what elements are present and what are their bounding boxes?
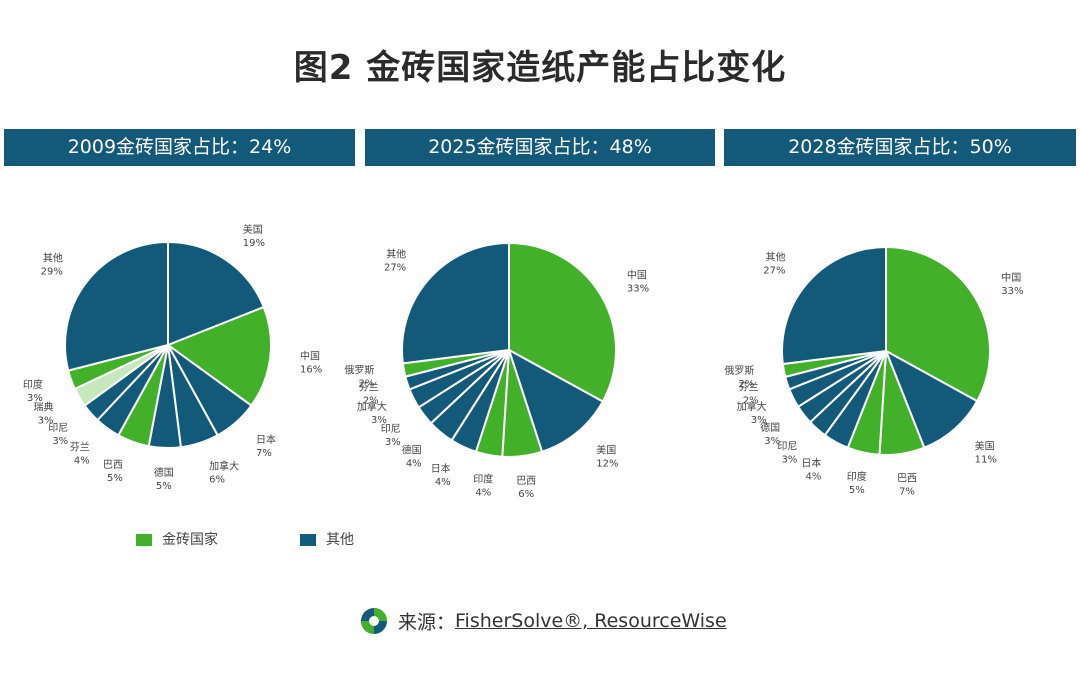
- pie-0-label-name-6: 芬兰: [70, 441, 90, 454]
- pie-0-label-name-7: 印尼: [48, 422, 68, 434]
- pie-2-label-value-10: 27%: [763, 265, 785, 276]
- pie-1-label-name-2: 巴西: [516, 475, 536, 487]
- legend-item-others: 其他: [300, 529, 354, 549]
- pie-2-label-value-7: 3%: [751, 415, 767, 426]
- pie-1-slice-0: [508, 241, 617, 403]
- pie-1-label-name-5: 德国: [402, 444, 422, 457]
- pie-0-label-value-4: 5%: [156, 481, 172, 492]
- pie-0-label-value-0: 19%: [243, 238, 265, 249]
- pie-2-slice-1: [884, 348, 979, 449]
- legend-swatch-others: [300, 534, 316, 546]
- pie-0-label-value-10: 29%: [41, 267, 63, 278]
- pie-0-label-name-9: 印度: [23, 378, 43, 391]
- pie-header-2028: 2028金砖国家占比：50%: [724, 129, 1076, 166]
- pie-1-label-name-1: 美国: [596, 444, 616, 457]
- pie-2-label-value-4: 4%: [806, 471, 822, 482]
- pie-0-label-name-0: 美国: [243, 223, 263, 236]
- pie-0-slice-10: [64, 240, 169, 372]
- pie-0-label-value-1: 16%: [300, 365, 322, 376]
- pie-2-label-name-4: 日本: [801, 456, 821, 469]
- pie-1-label-value-1: 12%: [596, 459, 618, 470]
- legend-swatch-brics: [136, 534, 152, 546]
- pie-1-label-name-8: 芬兰: [359, 380, 379, 393]
- pie-2-label-name-10: 其他: [766, 250, 786, 263]
- legend-label-others: 其他: [326, 532, 354, 548]
- pie-0-label-name-3: 加拿大: [209, 460, 239, 473]
- pie-1-slice-10: [401, 241, 510, 365]
- pie-1-label-name-0: 中国: [627, 268, 647, 281]
- pie-1-label-name-4: 日本: [431, 462, 451, 475]
- pie-0-label-name-5: 巴西: [103, 459, 123, 471]
- pie-2-label-value-5: 3%: [782, 455, 798, 466]
- pie-2-label-name-7: 加拿大: [737, 400, 767, 413]
- pie-1-label-name-3: 印度: [473, 473, 493, 486]
- pie-0-label-name-4: 德国: [154, 466, 174, 479]
- pie-1-label-value-8: 2%: [363, 395, 379, 406]
- pie-0-label-name-10: 其他: [43, 252, 63, 265]
- pie-1-label-name-7: 加拿大: [357, 400, 387, 413]
- pie-0-label-name-1: 中国: [300, 350, 320, 363]
- pie-2-label-name-2: 巴西: [897, 472, 917, 484]
- pie-1-label-value-4: 4%: [435, 477, 451, 488]
- pie-1-label-value-3: 4%: [475, 488, 491, 499]
- pie-0-label-value-3: 6%: [209, 475, 225, 486]
- pie-0-label-value-8: 3%: [38, 416, 54, 427]
- resourcewise-logo-icon: [361, 608, 387, 634]
- pie-0-label-value-2: 7%: [256, 448, 272, 459]
- pie-1-label-value-6: 3%: [385, 437, 401, 448]
- pie-2-label-name-5: 印尼: [777, 441, 797, 453]
- source-link[interactable]: FisherSolve®, ResourceWise: [455, 610, 727, 632]
- pie-1-label-value-9: 2%: [359, 379, 375, 390]
- pie-2-label-name-0: 中国: [1001, 271, 1021, 284]
- pie-1-label-value-2: 6%: [518, 489, 534, 500]
- pie-1-label-name-9: 俄罗斯: [344, 364, 374, 377]
- pie-2-label-name-1: 美国: [975, 440, 995, 453]
- pie-2-label-value-2: 7%: [899, 486, 915, 497]
- source-line: 来源：FisherSolve®, ResourceWise: [360, 607, 727, 635]
- pie-0-label-value-9: 3%: [27, 393, 43, 404]
- pie-2-label-value-3: 5%: [849, 485, 865, 496]
- pie-2-label-value-8: 2%: [743, 395, 759, 406]
- pie-2-slice-10: [781, 245, 887, 366]
- pie-1-label-value-7: 3%: [371, 415, 387, 426]
- pie-2-label-value-9: 2%: [739, 379, 755, 390]
- pie-0-label-value-7: 3%: [52, 436, 68, 447]
- pie-header-2025: 2025金砖国家占比：48%: [365, 129, 715, 166]
- pie-1-label-value-0: 33%: [627, 283, 649, 294]
- legend-label-brics: 金砖国家: [162, 532, 218, 548]
- pie-2-slice-0: [885, 245, 991, 403]
- pie-0-label-name-2: 日本: [256, 433, 276, 446]
- legend-item-brics: 金砖国家: [136, 529, 218, 549]
- pie-0-slice-1: [165, 305, 272, 407]
- pie-1-label-name-6: 印尼: [381, 423, 401, 435]
- pie-1-label-name-10: 其他: [386, 247, 406, 260]
- pie-2-label-name-8: 芬兰: [739, 380, 759, 393]
- pie-0-label-name-8: 瑞典: [34, 401, 54, 414]
- pie-2-label-name-9: 俄罗斯: [724, 364, 754, 377]
- source-prefix: 来源：: [398, 611, 456, 634]
- pie-header-2009: 2009金砖国家占比：24%: [4, 129, 355, 166]
- pie-0-label-value-5: 5%: [107, 473, 123, 484]
- pie-2-label-value-6: 3%: [764, 436, 780, 447]
- pie-1-label-value-5: 4%: [406, 459, 422, 470]
- pie-1-slice-1: [507, 347, 605, 454]
- pie-2-label-name-6: 德国: [760, 421, 780, 434]
- pie-2-label-name-3: 印度: [847, 470, 867, 483]
- pie-0-slice-0: [167, 240, 266, 347]
- pie-1-label-value-10: 27%: [384, 262, 406, 273]
- pie-2-label-value-0: 33%: [1001, 286, 1023, 297]
- chart-title: 图2 金砖国家造纸产能占比变化: [293, 48, 787, 88]
- pie-0-label-value-6: 4%: [74, 456, 90, 467]
- pie-2-label-value-1: 11%: [975, 455, 997, 466]
